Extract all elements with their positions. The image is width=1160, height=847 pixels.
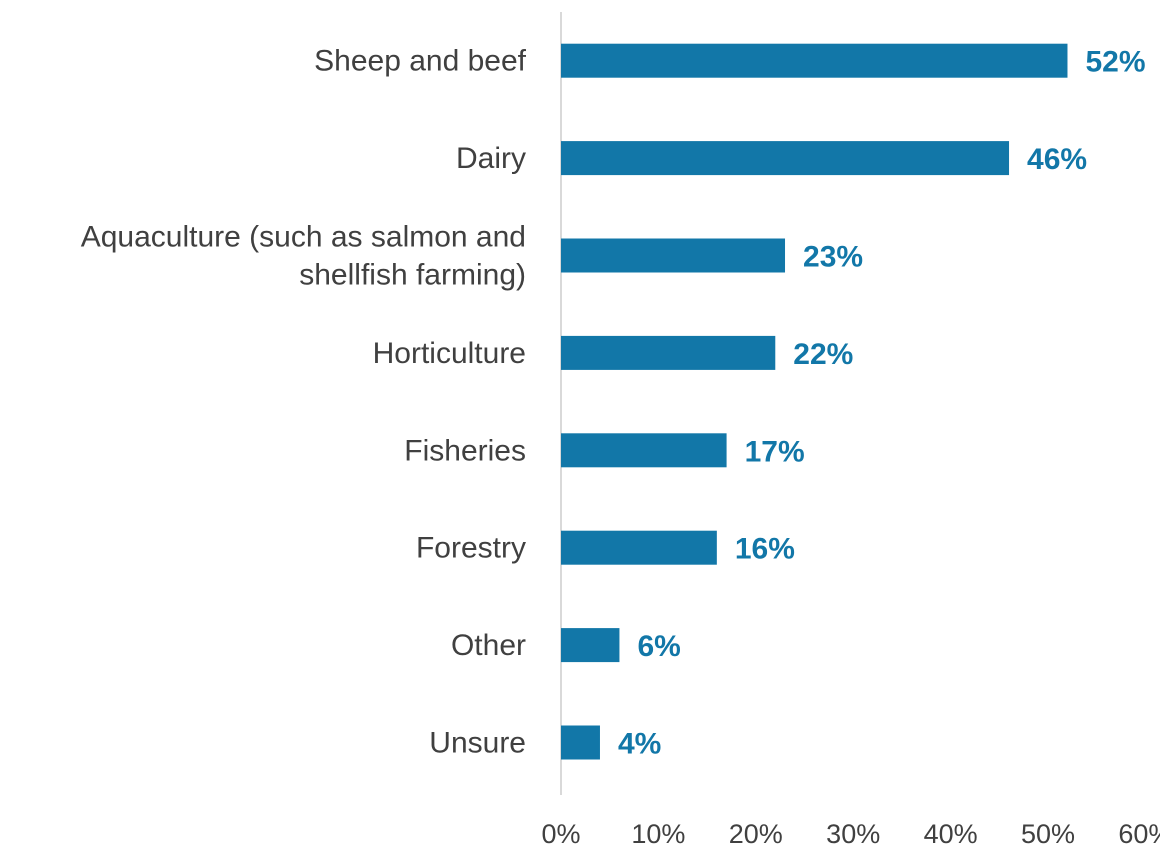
category-label: Other (451, 629, 526, 662)
bar (561, 725, 600, 760)
value-label: 22% (793, 338, 853, 371)
x-tick-label: 50% (1021, 819, 1075, 847)
value-label: 4% (618, 728, 661, 761)
category-label: Fisheries (404, 434, 526, 467)
bar (561, 530, 717, 565)
value-label: 23% (803, 241, 863, 274)
category-label: Aquaculture (such as salmon and (81, 221, 526, 254)
x-tick-label: 30% (826, 819, 880, 847)
value-label: 16% (735, 533, 795, 566)
category-labels-group: Sheep and beef Dairy Aquaculture (such as … (81, 45, 527, 760)
x-tick-label: 0% (541, 819, 580, 847)
x-tick-label: 60% (1118, 819, 1160, 847)
x-tick-label: 40% (924, 819, 978, 847)
category-label: Horticulture (373, 337, 526, 370)
bars-group (561, 43, 1068, 760)
x-tick-labels-group: 0% 10% 20% 30% 40% 50% 60% (541, 819, 1160, 847)
category-label: Sheep and beef (314, 45, 527, 78)
value-label: 46% (1027, 143, 1087, 176)
x-tick-label: 10% (631, 819, 685, 847)
bar (561, 43, 1068, 78)
bar (561, 238, 786, 273)
category-label: Dairy (456, 142, 526, 175)
category-label: Unsure (429, 727, 526, 760)
bar (561, 628, 620, 663)
value-label: 52% (1085, 46, 1145, 79)
bar (561, 433, 727, 468)
bar (561, 335, 776, 370)
value-labels-group: 52% 46% 23% 22% 17% 16% 6% 4% (618, 46, 1146, 761)
category-label: shellfish farming) (299, 259, 526, 292)
value-label: 17% (745, 435, 805, 468)
bar (561, 141, 1010, 176)
value-label: 6% (637, 630, 680, 663)
category-label: Forestry (416, 532, 526, 565)
x-tick-label: 20% (729, 819, 783, 847)
